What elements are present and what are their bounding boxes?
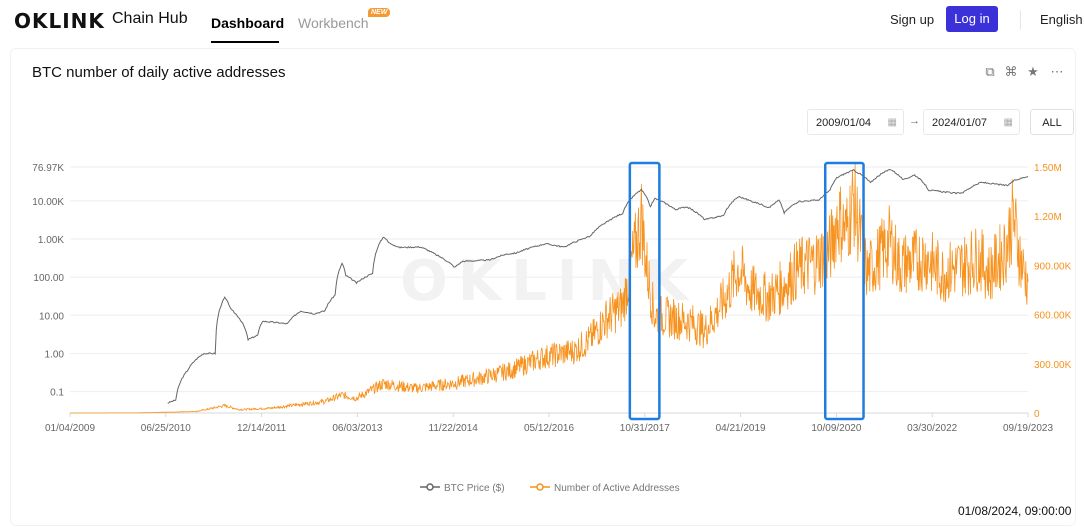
series-line-addresses <box>70 163 1029 414</box>
star-icon[interactable]: ★ <box>1027 64 1039 79</box>
x-tick-label: 03/30/2022 <box>907 423 957 434</box>
end-date-value: 2024/01/07 <box>932 117 988 129</box>
start-date-value: 2009/01/04 <box>816 117 872 129</box>
language-selector[interactable]: English <box>1040 12 1083 27</box>
chart-title: BTC number of daily active addresses <box>32 64 286 81</box>
oklink-logo[interactable]: OKLINK <box>14 9 105 33</box>
legend-label: BTC Price ($) <box>444 483 505 494</box>
series-line-price <box>167 168 1029 404</box>
tab-workbench[interactable]: Workbench <box>298 15 369 31</box>
y-left-tick-label: 10.00K <box>32 197 64 208</box>
x-tick-label: 09/19/2023 <box>1003 423 1053 434</box>
product-name[interactable]: Chain Hub <box>112 10 188 27</box>
share-icon[interactable]: ⧉ <box>985 64 995 79</box>
x-tick-label: 01/04/2009 <box>45 423 95 434</box>
embed-icon[interactable]: ⌘ <box>1004 64 1018 79</box>
tab-dashboard[interactable]: Dashboard <box>211 15 285 31</box>
calendar-icon: ▦ <box>1003 117 1013 128</box>
arrow-right-icon: → <box>909 115 920 127</box>
legend-swatch-dot <box>536 483 544 491</box>
y-right-tick-label: 1.20M <box>1034 212 1062 223</box>
y-left-tick-label: 100.00 <box>33 273 64 284</box>
x-tick-label: 10/31/2017 <box>620 423 670 434</box>
y-right-tick-label: 1.50M <box>1034 163 1062 174</box>
watermark-logo: OKLINK <box>400 249 698 314</box>
highlight-box <box>823 161 865 421</box>
y-left-tick-label: 76.97K <box>32 163 64 174</box>
end-date-input[interactable]: 2024/01/07 ▦ <box>923 109 1020 135</box>
chart-card <box>10 48 1076 526</box>
calendar-icon: ▦ <box>887 117 897 128</box>
x-tick-label: 06/25/2010 <box>141 423 191 434</box>
y-left-tick-label: 0.1 <box>50 388 64 399</box>
top-nav: OKLINK Chain Hub Dashboard Workbench NEW… <box>0 0 1084 44</box>
x-tick-label: 11/22/2014 <box>429 423 479 434</box>
highlight-box <box>628 161 661 421</box>
start-date-input[interactable]: 2009/01/04 ▦ <box>807 109 904 135</box>
y-right-tick-label: 0 <box>1034 409 1040 420</box>
x-tick-label: 04/21/2019 <box>716 423 766 434</box>
more-icon[interactable]: ⋯ <box>1050 64 1064 79</box>
legend-swatch-dot <box>426 483 434 491</box>
nav-divider <box>1020 10 1021 30</box>
legend-label: Number of Active Addresses <box>554 483 680 494</box>
x-tick-label: 10/09/2020 <box>811 423 861 434</box>
all-range-button[interactable]: ALL <box>1030 109 1074 135</box>
x-tick-label: 05/12/2016 <box>524 423 574 434</box>
y-left-tick-label: 1.00 <box>45 349 65 360</box>
new-badge: NEW <box>368 8 391 17</box>
y-right-tick-label: 300.00K <box>1034 360 1072 371</box>
y-right-tick-label: 600.00K <box>1034 311 1072 322</box>
y-left-tick-label: 10.00 <box>39 311 64 322</box>
y-left-tick-label: 1.00K <box>38 235 64 246</box>
x-tick-label: 12/14/2011 <box>237 423 287 434</box>
x-tick-label: 06/03/2013 <box>332 423 382 434</box>
signup-link[interactable]: Sign up <box>890 12 935 27</box>
y-right-tick-label: 900.00K <box>1034 261 1072 272</box>
data-timestamp: 01/08/2024, 09:00:00 <box>958 504 1072 518</box>
active-tab-indicator <box>211 41 279 43</box>
login-button[interactable]: Log in <box>946 6 998 32</box>
